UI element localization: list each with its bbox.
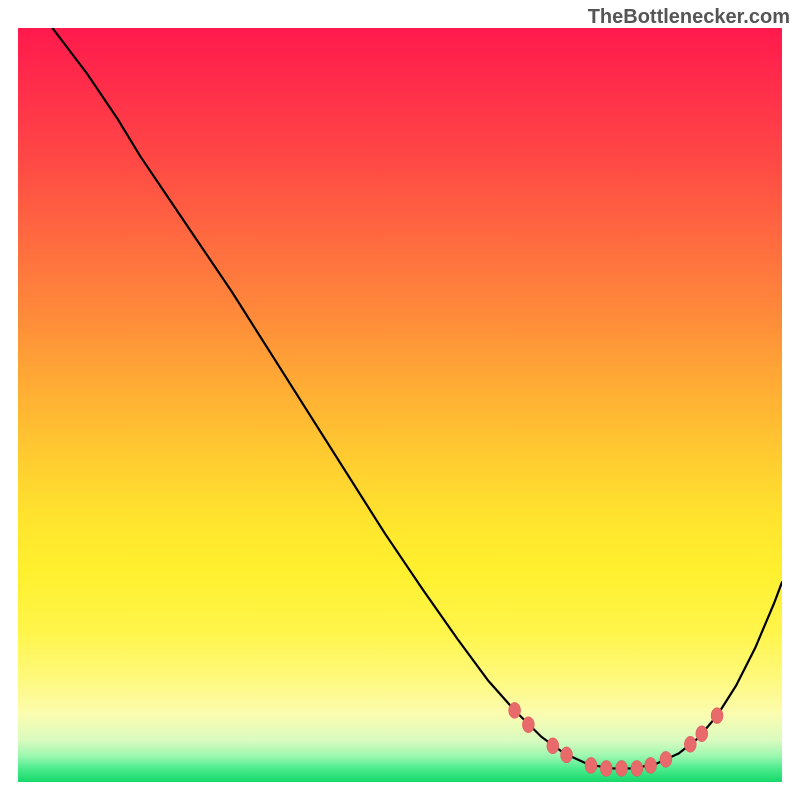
bottleneck-curve [52, 28, 782, 768]
marker-dot [645, 757, 657, 773]
marker-dot [616, 760, 628, 776]
highlight-markers [509, 702, 723, 776]
watermark-text: TheBottlenecker.com [588, 6, 790, 29]
curve-layer [18, 28, 782, 782]
marker-dot [711, 708, 723, 724]
marker-dot [509, 702, 521, 718]
marker-dot [600, 760, 612, 776]
marker-dot [660, 751, 672, 767]
marker-dot [696, 726, 708, 742]
marker-dot [684, 736, 696, 752]
marker-dot [631, 760, 643, 776]
chart-container: TheBottlenecker.com [0, 0, 800, 800]
marker-dot [547, 738, 559, 754]
marker-dot [585, 757, 597, 773]
plot-area [18, 28, 782, 782]
marker-dot [522, 717, 534, 733]
marker-dot [561, 747, 573, 763]
